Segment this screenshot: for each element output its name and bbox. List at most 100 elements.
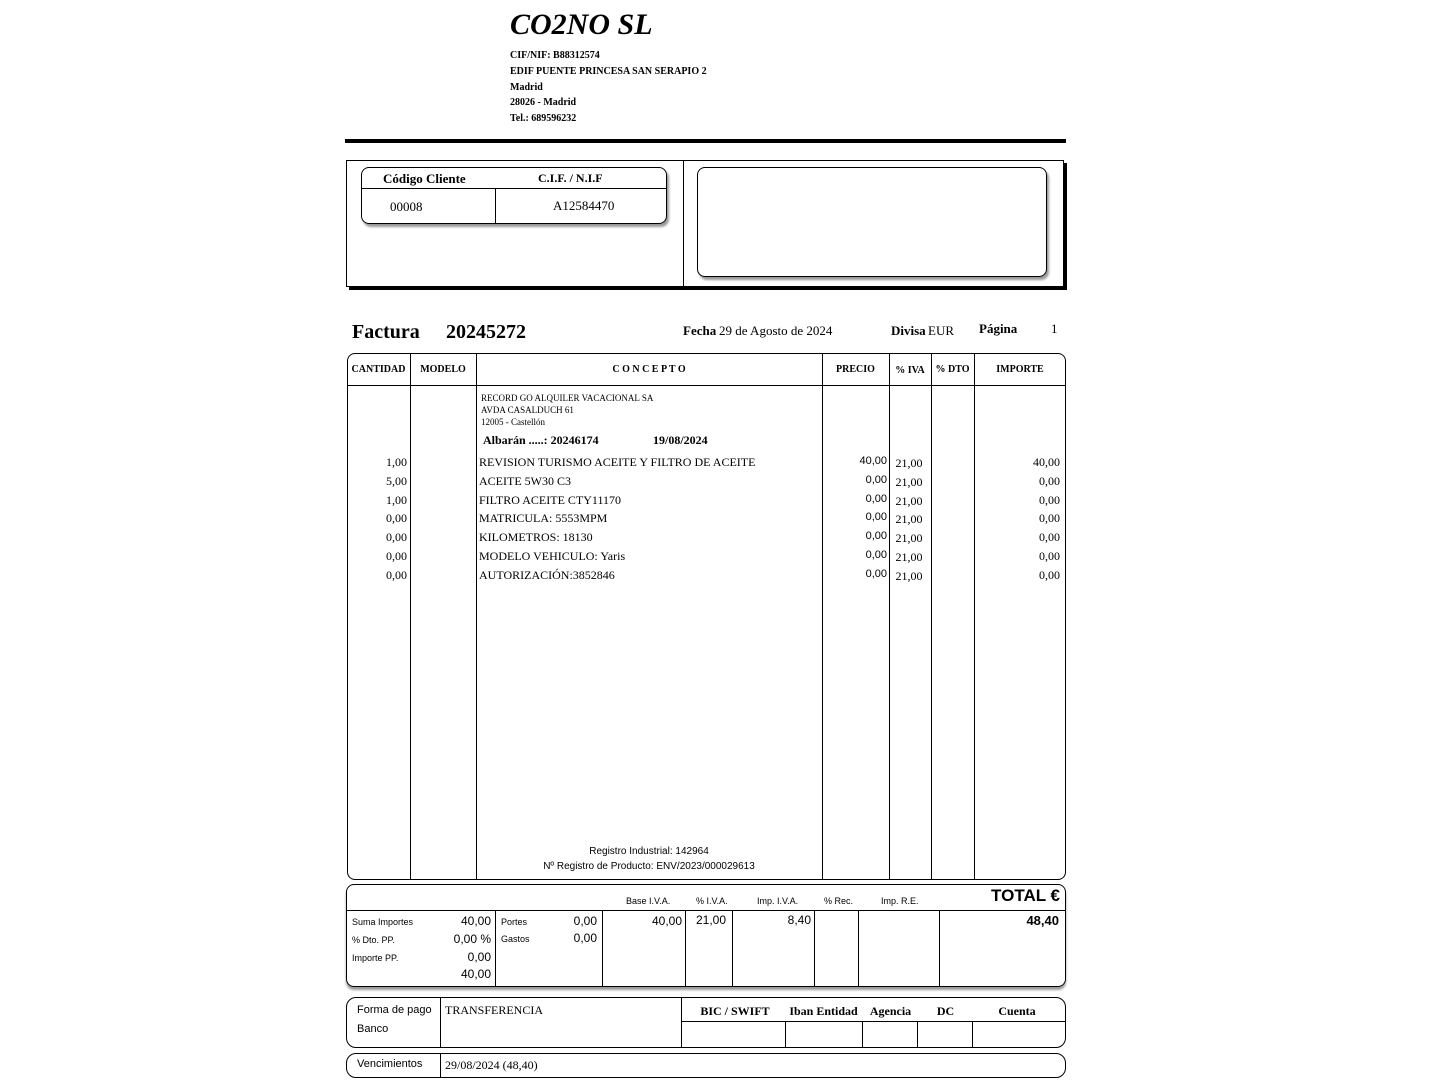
- divider: [347, 385, 1066, 386]
- albaran: Albarán .....: 20246174: [483, 433, 599, 447]
- iva-cell: 21,00: [895, 512, 923, 527]
- concept-cell: AUTORIZACIÓN:3852846: [479, 567, 615, 582]
- header-importe: IMPORTE: [996, 364, 1044, 375]
- divider: [685, 910, 686, 987]
- client-box: [361, 167, 667, 224]
- pct-iva-label: % I.V.A.: [696, 896, 728, 906]
- divider: [974, 353, 975, 880]
- concept-cell: FILTRO ACEITE CTY11170: [479, 492, 622, 507]
- divider: [440, 1053, 441, 1078]
- vencimientos-box: [346, 1053, 1066, 1078]
- invoice-label: Factura: [352, 321, 420, 343]
- portes-label: Portes: [501, 917, 528, 927]
- invoice-number: 20245272: [446, 321, 526, 343]
- payment-box: [346, 997, 1066, 1048]
- total-value: 48,40: [1026, 913, 1059, 928]
- base-value: 40,00: [651, 914, 682, 928]
- cuenta-label: Cuenta: [998, 1004, 1036, 1018]
- imp-pp-label: Importe PP.: [352, 953, 399, 963]
- header-precio: PRECIO: [836, 364, 875, 375]
- qty-cell: 0,00: [386, 511, 407, 526]
- divider: [732, 910, 733, 987]
- amount-cell: 0,00: [1039, 567, 1060, 582]
- price-cell: 40,00: [859, 455, 887, 467]
- divider: [476, 353, 477, 880]
- divider: [495, 188, 496, 224]
- amount-cell: 0,00: [1039, 473, 1060, 488]
- gastos-value: 0,00: [573, 931, 597, 945]
- amount-cell: 0,00: [1039, 492, 1060, 507]
- recipient-city: 12005 - Castellón: [481, 417, 545, 427]
- vencimientos-label: Vencimientos: [357, 1058, 423, 1070]
- vencimientos-value: 29/08/2024 (48,40): [445, 1058, 538, 1072]
- totals-box: [346, 884, 1066, 987]
- divider: [917, 1021, 918, 1048]
- registro-industrial: Registro Industrial: 142964: [589, 846, 709, 857]
- divider: [889, 353, 890, 880]
- iva-cell: 21,00: [895, 456, 923, 470]
- divider: [683, 160, 684, 287]
- header-cantidad: CANTIDAD: [351, 364, 406, 375]
- price-cell: 0,00: [865, 511, 887, 524]
- divider: [361, 188, 667, 189]
- concept-cell: KILOMETROS: 18130: [479, 530, 593, 545]
- iva-cell: 21,00: [895, 550, 923, 564]
- total-label: TOTAL €: [991, 886, 1060, 905]
- page-label: Página: [979, 321, 1018, 336]
- company-address: EDIF PUENTE PRINCESA SAN SERAPIO 2: [510, 66, 707, 77]
- company-city: Madrid: [510, 82, 543, 93]
- amount-cell: 40,00: [1033, 455, 1060, 469]
- divider: [602, 910, 603, 987]
- divider: [346, 910, 1066, 911]
- header-divider: [345, 139, 1066, 143]
- currency-label: Divisa: [891, 323, 926, 338]
- price-cell: 0,00: [865, 530, 887, 543]
- divider: [931, 353, 932, 880]
- suma-value: 40,00: [460, 914, 491, 928]
- base-iva-label: Base I.V.A.: [626, 896, 671, 906]
- header-iva: % IVA: [895, 365, 925, 376]
- concept-cell: ACEITE 5W30 C3: [479, 473, 571, 488]
- imp-iva-value: 8,40: [787, 913, 811, 927]
- iva-cell: 21,00: [895, 474, 923, 489]
- forma-pago-value: TRANSFERENCIA: [445, 1003, 544, 1017]
- dto-value: 0,00 %: [453, 932, 491, 946]
- divider: [814, 910, 815, 987]
- client-panel: [346, 160, 1064, 287]
- banco-label: Banco: [357, 1023, 389, 1035]
- registro-producto: Nº Registro de Producto: ENV/2023/000029…: [543, 861, 755, 872]
- price-cell: 0,00: [865, 549, 887, 561]
- divider: [681, 1021, 1066, 1022]
- date-label: Fecha: [683, 323, 717, 338]
- imp-pp-value: 0,00: [467, 950, 491, 964]
- company-name: CO2NO SL: [510, 8, 653, 41]
- subtotal-value: 40,00: [460, 967, 491, 981]
- portes-value: 0,00: [573, 914, 597, 928]
- pct-rec-label: % Rec.: [824, 896, 854, 906]
- client-code-label: Código Cliente: [383, 171, 466, 186]
- company-phone: Tel.: 689596232: [510, 113, 577, 124]
- gastos-label: Gastos: [501, 934, 530, 944]
- recipient-street: AVDA CASALDUCH 61: [481, 405, 574, 415]
- iva-cell: 21,00: [895, 568, 923, 583]
- concept-cell: REVISION TURISMO ACEITE Y FILTRO DE ACEI…: [479, 455, 756, 469]
- invoice-date: 29 de Agosto de 2024: [719, 323, 833, 338]
- divider: [785, 1021, 786, 1048]
- forma-pago-label: Forma de pago: [357, 1004, 432, 1016]
- qty-cell: 1,00: [386, 492, 407, 507]
- imp-iva-label: Imp. I.V.A.: [757, 896, 799, 906]
- suma-label: Suma Importes: [352, 917, 414, 927]
- amount-cell: 0,00: [1039, 549, 1060, 563]
- company-postal: 28026 - Madrid: [510, 97, 577, 108]
- divider: [858, 910, 859, 987]
- iva-cell: 21,00: [895, 493, 923, 508]
- items-table: [347, 353, 1066, 880]
- divider: [862, 1021, 863, 1048]
- client-cif: A12584470: [553, 198, 615, 213]
- qty-cell: 0,00: [386, 530, 407, 545]
- concept-cell: MATRICULA: 5553MPM: [479, 511, 608, 526]
- price-cell: 0,00: [865, 492, 887, 505]
- recipient-name: RECORD GO ALQUILER VACACIONAL SA: [481, 393, 654, 403]
- divider: [972, 1021, 973, 1048]
- bic-label: BIC / SWIFT: [700, 1004, 770, 1018]
